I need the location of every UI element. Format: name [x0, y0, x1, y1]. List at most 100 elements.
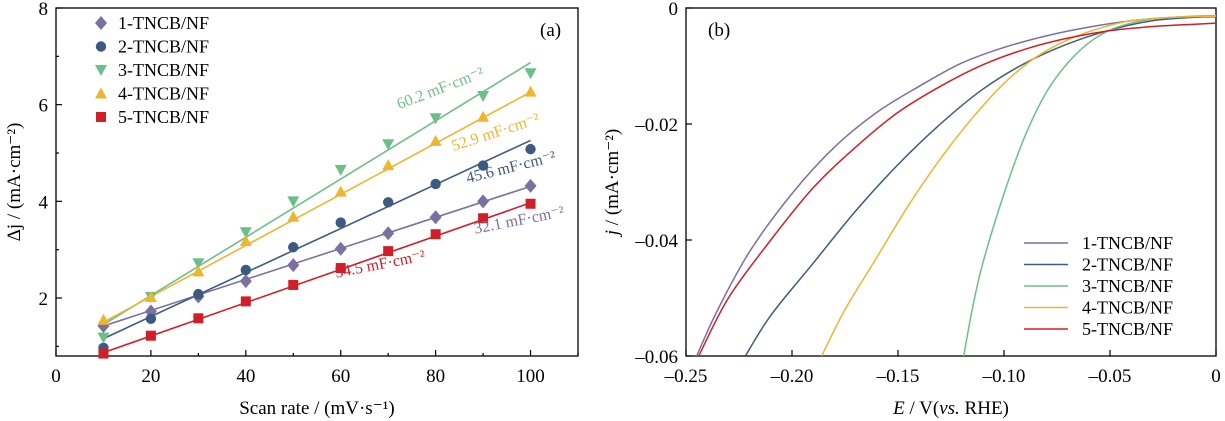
legend-label-b-3-tncb-nf: 3-TNCB/NF — [1082, 276, 1173, 296]
data-point-5-tncb-nf — [430, 229, 441, 240]
x-tick-label-b: –0.25 — [664, 366, 708, 387]
data-point-2-tncb-nf — [240, 264, 252, 276]
data-point-3-tncb-nf — [239, 227, 252, 239]
data-point-3-tncb-nf — [334, 164, 347, 176]
legend-label-4-tncb-nf: 4-TNCB/NF — [118, 84, 209, 104]
x-tick-label-a: 100 — [516, 366, 545, 387]
data-point-2-tncb-nf — [288, 242, 299, 253]
legend-label-2-tncb-nf: 2-TNCB/NF — [118, 37, 209, 57]
data-point-4-tncb-nf — [429, 134, 442, 146]
data-point-5-tncb-nf — [335, 263, 346, 274]
series-line-4-tncb-nf — [821, 15, 1216, 356]
y-tick-label-b: –0.06 — [634, 347, 678, 368]
legend-a: 1-TNCB/NF 2-TNCB/NF 3-TNCB/NF 4-TNCB/NF 5-TN… — [95, 13, 209, 127]
x-tick-label-b: 0 — [1211, 366, 1221, 387]
y-axis-title-b: j / (mA·cm⁻²) — [602, 129, 623, 238]
data-point-5-tncb-nf — [98, 348, 109, 359]
data-point-5-tncb-nf — [288, 279, 299, 290]
data-point-2-tncb-nf — [193, 288, 204, 300]
chart-panel-b: –0.25 –0.20 –0.15 –0.10 –0.05 0 –0.06 –0.04 –0.0… — [602, 0, 1221, 419]
data-point-3-tncb-nf — [287, 196, 300, 208]
x-axis-title-b-var: E — [892, 398, 905, 419]
data-point-1-tncb-nf — [429, 210, 442, 225]
x-tick-label-a: 40 — [236, 366, 255, 387]
x-tick-label-a: 80 — [426, 366, 445, 387]
y-tick-label-b: 0 — [669, 0, 679, 20]
legend-marker-3-tncb-nf — [95, 65, 107, 76]
x-tick-label-b: –0.15 — [876, 366, 920, 387]
x-tick-label-b: –0.20 — [770, 366, 814, 387]
legend-label-b-1-tncb-nf: 1-TNCB/NF — [1082, 233, 1173, 253]
data-point-3-tncb-nf — [524, 68, 537, 80]
legend-label-3-tncb-nf: 3-TNCB/NF — [118, 60, 209, 80]
y-tick-label-a: 8 — [39, 0, 49, 20]
plot-frame-b — [685, 7, 1217, 357]
y-axis-title-b-unit: / (mA·cm⁻²) — [602, 129, 623, 230]
data-point-1-tncb-nf — [477, 194, 490, 209]
data-point-1-tncb-nf — [287, 258, 300, 273]
data-point-2-tncb-nf — [525, 143, 536, 155]
fit-line-1-tncb-nf — [103, 185, 531, 327]
legend-label-b-4-tncb-nf: 4-TNCB/NF — [1082, 298, 1173, 318]
legend-marker-1-tncb-nf — [95, 16, 107, 30]
data-point-5-tncb-nf — [525, 198, 536, 209]
data-point-4-tncb-nf — [382, 159, 395, 171]
series-lines-b — [695, 14, 1216, 356]
legend-marker-2-tncb-nf — [95, 41, 107, 52]
data-point-5-tncb-nf — [145, 330, 156, 341]
data-point-1-tncb-nf — [239, 274, 252, 289]
x-axis-title-b-unit: / V( — [905, 398, 939, 419]
y-axis-title-b-var: j — [602, 230, 623, 238]
y-tick-label-a: 4 — [39, 192, 49, 213]
series-line-5-tncb-nf — [698, 22, 1216, 356]
fit-line-5-tncb-nf — [103, 202, 531, 354]
x-axis-title-b-vs: vs. — [939, 398, 960, 419]
legend-label-1-tncb-nf: 1-TNCB/NF — [118, 13, 209, 33]
y-tick-label-b: –0.02 — [634, 115, 678, 136]
data-point-4-tncb-nf — [239, 234, 252, 246]
slope-annotation-2-tncb-nf: 45.6 mF·cm⁻² — [464, 148, 557, 187]
data-point-4-tncb-nf — [477, 110, 490, 122]
chart-panel-a: 0 20 40 60 80 100 2 4 6 8 1-TNCB/NF 2-TNCB/NF 3-TNC… — [4, 0, 579, 419]
legend-label-5-tncb-nf: 5-TNCB/NF — [118, 107, 209, 127]
data-point-1-tncb-nf — [382, 226, 395, 241]
legend-marker-4-tncb-nf — [95, 87, 107, 99]
data-point-4-tncb-nf — [192, 265, 205, 277]
panel-label-a: (a) — [540, 20, 561, 41]
legend-label-b-5-tncb-nf: 5-TNCB/NF — [1082, 319, 1173, 339]
x-tick-label-a: 0 — [51, 366, 61, 387]
fit-line-3-tncb-nf — [103, 61, 531, 326]
series-line-2-tncb-nf — [744, 15, 1216, 356]
data-point-2-tncb-nf — [382, 197, 394, 208]
data-point-5-tncb-nf — [478, 213, 489, 224]
fit-line-4-tncb-nf — [103, 91, 531, 323]
legend-b: 1-TNCB/NF2-TNCB/NF3-TNCB/NF4-TNCB/NF5-TN… — [1024, 233, 1173, 339]
data-point-3-tncb-nf — [429, 113, 442, 125]
data-point-4-tncb-nf — [97, 313, 110, 325]
data-points-a — [97, 68, 537, 359]
x-tick-label-b: –0.05 — [1088, 366, 1132, 387]
slope-annotation-1-tncb-nf: 32.1 mF·cm⁻² — [473, 203, 566, 237]
x-axis-title-b: E / V(vs. RHE) — [892, 398, 1009, 419]
x-tick-label-b: –0.10 — [982, 366, 1026, 387]
y-axis-title-a: Δj / (mA·cm⁻²) — [4, 123, 25, 242]
ticks-b: –0.25 –0.20 –0.15 –0.10 –0.05 0 –0.06 –0.04 –0.0… — [634, 0, 1221, 387]
data-point-1-tncb-nf — [334, 241, 347, 256]
data-point-5-tncb-nf — [193, 313, 204, 324]
slope-annotation-3-tncb-nf: 60.2 mF·cm⁻² — [395, 64, 487, 113]
data-point-4-tncb-nf — [287, 210, 300, 222]
panel-label-b: (b) — [708, 20, 730, 41]
data-point-1-tncb-nf — [524, 178, 537, 193]
y-tick-label-a: 2 — [39, 289, 49, 310]
data-point-4-tncb-nf — [334, 185, 347, 197]
data-point-2-tncb-nf — [430, 178, 441, 190]
data-point-3-tncb-nf — [192, 258, 205, 270]
annotations-a: 32.1 mF·cm⁻²45.6 mF·cm⁻²60.2 mF·cm⁻²52.9… — [334, 64, 566, 281]
data-point-4-tncb-nf — [144, 291, 157, 303]
plot-frame-a — [55, 7, 579, 357]
slope-annotation-5-tncb-nf: 34.5 mF·cm⁻² — [334, 247, 427, 281]
ticks-a: 0 20 40 60 80 100 2 4 6 8 — [39, 0, 579, 387]
fit-lines-a — [103, 61, 531, 354]
data-point-5-tncb-nf — [240, 296, 251, 307]
